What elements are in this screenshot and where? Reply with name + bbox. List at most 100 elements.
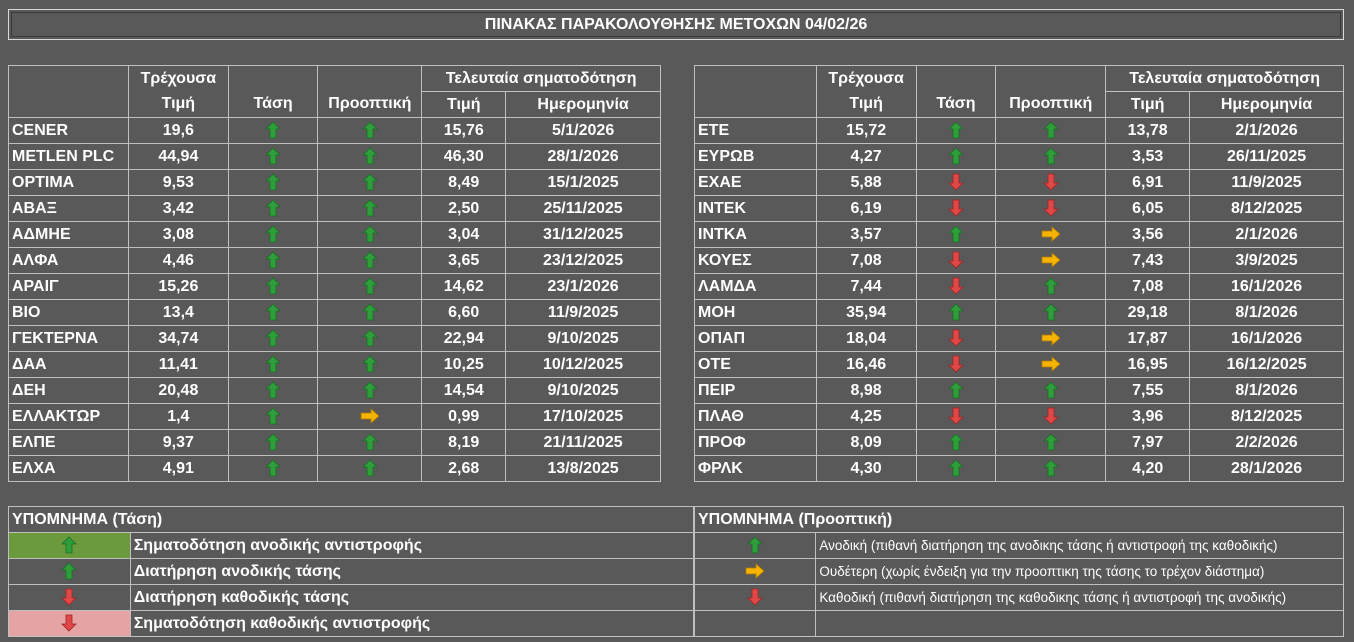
signal-price: 6,05	[1105, 195, 1191, 222]
legend-symbol	[693, 584, 817, 611]
table-row: ΑΒΑΞ 3,42 2,50 25/11/2025	[8, 195, 661, 222]
stock-name: ΜΟΗ	[694, 299, 817, 326]
up-arrow-icon	[947, 225, 964, 243]
outlook-cell	[995, 403, 1107, 430]
trend-cell	[227, 455, 319, 482]
signal-date: 8/12/2025	[1189, 195, 1344, 222]
signal-date: 11/9/2025	[505, 299, 661, 326]
up-arrow-icon	[361, 459, 378, 477]
table-row: ΕΛΧΑ 4,91 2,68 13/8/2025	[8, 455, 661, 482]
stock-name: ΟΡΤΙΜΑ	[8, 169, 129, 196]
down-arrow-icon	[61, 614, 78, 632]
up-arrow-icon	[361, 303, 378, 321]
legend-trend-header: ΥΠΟΜΝΗΜΑ (Τάση)	[8, 506, 694, 533]
signal-date: 13/8/2025	[505, 455, 661, 482]
header-blank	[8, 65, 129, 92]
table-row: CENER 19,6 15,76 5/1/2026	[8, 117, 661, 144]
trend-cell	[915, 429, 997, 456]
stock-name: ΑΒΑΞ	[8, 195, 129, 222]
current-price: 8,09	[815, 429, 917, 456]
outlook-cell	[317, 455, 423, 482]
legend-symbol	[8, 610, 131, 637]
up-arrow-icon	[61, 536, 78, 554]
header-blank	[694, 91, 817, 118]
stock-name: ΚΟΥΕΣ	[694, 247, 817, 274]
up-arrow-icon	[265, 251, 282, 269]
up-arrow-icon	[361, 329, 378, 347]
signal-price: 2,50	[421, 195, 507, 222]
signal-price: 29,18	[1105, 299, 1191, 326]
table-row: ΕΤΕ 15,72 13,78 2/1/2026	[694, 117, 1344, 144]
legend-item: Διατήρηση καθοδικής τάσης	[8, 584, 695, 611]
signal-date: 28/1/2026	[1189, 455, 1344, 482]
down-arrow-icon	[947, 355, 964, 373]
stock-name: ΒΙΟ	[8, 299, 129, 326]
signal-price: 14,62	[421, 273, 507, 300]
signal-price: 3,65	[421, 247, 507, 274]
trend-cell	[227, 247, 319, 274]
current-price: 15,26	[127, 273, 229, 300]
up-arrow-icon	[747, 536, 764, 554]
current-price: 4,91	[127, 455, 229, 482]
current-price: 5,88	[815, 169, 917, 196]
trend-cell	[227, 117, 319, 144]
header-blank	[227, 65, 319, 92]
legend-item: Σηματοδότηση καθοδικής αντιστροφής	[8, 610, 695, 637]
header-trend: Τάση	[227, 91, 319, 118]
signal-price: 14,54	[421, 377, 507, 404]
signal-date: 26/11/2025	[1189, 143, 1344, 170]
outlook-cell	[995, 221, 1107, 248]
table-row: ΓΕΚΤΕΡΝΑ 34,74 22,94 9/10/2025	[8, 325, 661, 352]
down-arrow-icon	[1042, 407, 1059, 425]
outlook-cell	[995, 169, 1107, 196]
legend-trend: ΥΠΟΜΝΗΜΑ (Τάση) Σηματοδότηση ανοδικής αν…	[8, 506, 695, 637]
trend-cell	[227, 299, 319, 326]
header-blank	[694, 65, 817, 92]
outlook-cell	[317, 273, 423, 300]
signal-price: 3,96	[1105, 403, 1191, 430]
trend-cell	[227, 221, 319, 248]
outlook-cell	[317, 117, 423, 144]
table-row: ΦΡΛΚ 4,30 4,20 28/1/2026	[694, 455, 1344, 482]
up-arrow-icon	[1042, 433, 1059, 451]
stock-rows-right: ΕΤΕ 15,72 13,78 2/1/2026 ΕΥΡΩΒ 4,27 3,53 26/11/…	[694, 117, 1344, 482]
up-arrow-icon	[361, 147, 378, 165]
signal-price: 6,60	[421, 299, 507, 326]
current-price: 9,37	[127, 429, 229, 456]
up-arrow-icon	[947, 147, 964, 165]
up-arrow-icon	[265, 147, 282, 165]
outlook-cell	[317, 403, 423, 430]
outlook-cell	[317, 429, 423, 456]
trend-cell	[915, 351, 997, 378]
up-arrow-icon	[265, 199, 282, 217]
signal-price: 3,56	[1105, 221, 1191, 248]
header-signal-date: Ημερομηνία	[505, 91, 661, 118]
signal-date: 16/12/2025	[1189, 351, 1344, 378]
down-arrow-icon	[947, 277, 964, 295]
outlook-cell	[995, 117, 1107, 144]
stock-name: ΠΛΑΘ	[694, 403, 817, 430]
legend-symbol	[693, 558, 817, 585]
header-blank	[317, 65, 423, 92]
trend-cell	[915, 247, 997, 274]
page-title: ΠΙΝΑΚΑΣ ΠΑΡΑΚΟΛΟΥΘΗΣΗΣ ΜΕΤΟΧΩΝ 04/02/26	[8, 9, 1344, 40]
up-arrow-icon	[265, 303, 282, 321]
trend-cell	[915, 195, 997, 222]
up-arrow-icon	[61, 562, 78, 580]
right-arrow-icon	[360, 408, 380, 425]
up-arrow-icon	[265, 355, 282, 373]
up-arrow-icon	[947, 303, 964, 321]
signal-price: 7,97	[1105, 429, 1191, 456]
current-price: 16,46	[815, 351, 917, 378]
current-price: 8,98	[815, 377, 917, 404]
stock-name: ΕΧΑΕ	[694, 169, 817, 196]
header-blank	[915, 65, 997, 92]
up-arrow-icon	[361, 355, 378, 373]
outlook-cell	[995, 455, 1107, 482]
table-row: ΙΝΤΚΑ 3,57 3,56 2/1/2026	[694, 221, 1344, 248]
signal-price: 8,19	[421, 429, 507, 456]
header-last-signal: Τελευταία σηματοδότηση	[1105, 65, 1344, 92]
trend-cell	[227, 273, 319, 300]
legend-symbol	[8, 558, 131, 585]
trend-cell	[915, 455, 997, 482]
